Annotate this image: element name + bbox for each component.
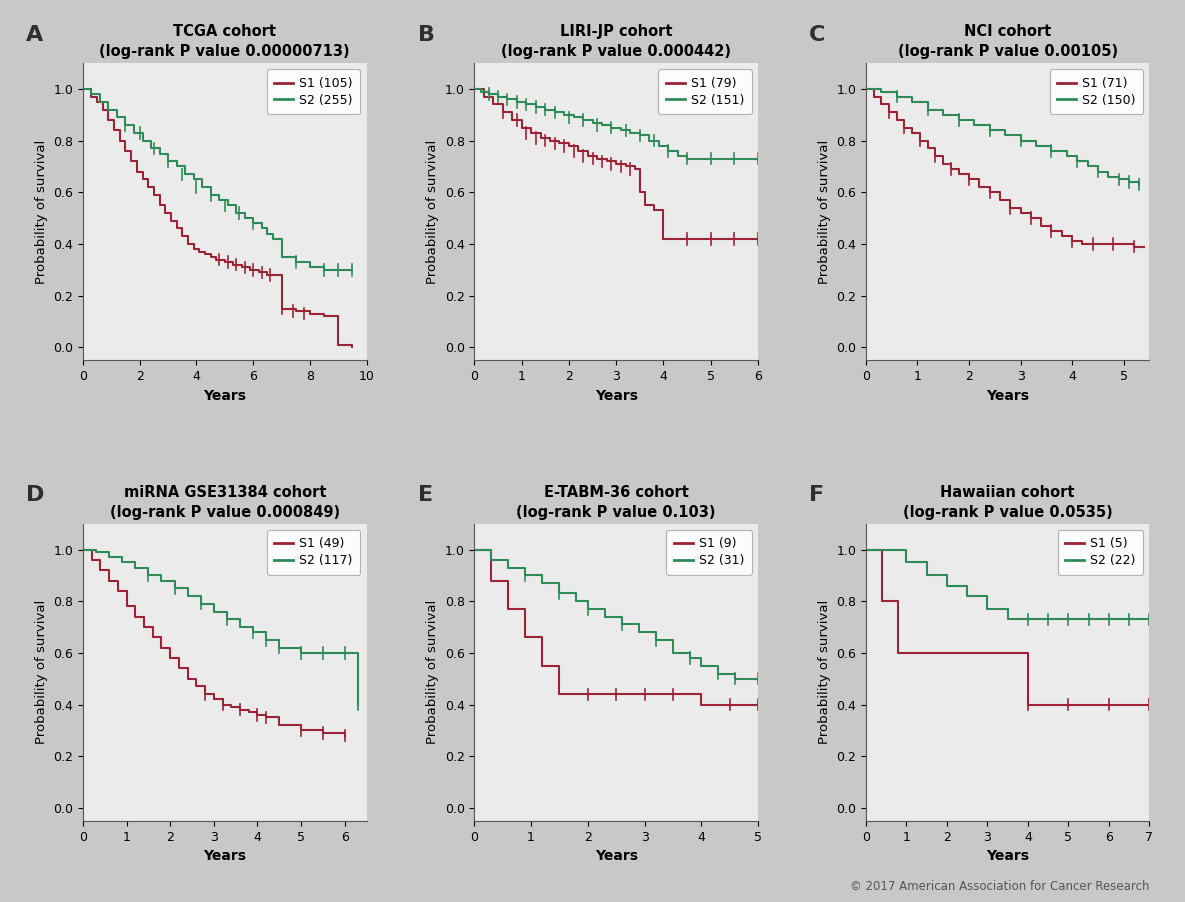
Legend: S1 (79), S2 (151): S1 (79), S2 (151) [659, 69, 751, 115]
X-axis label: Years: Years [986, 389, 1029, 402]
X-axis label: Years: Years [204, 389, 246, 402]
Text: B: B [417, 24, 435, 44]
Title: TCGA cohort
(log-rank P value 0.00000713): TCGA cohort (log-rank P value 0.00000713… [100, 24, 350, 60]
Y-axis label: Probability of survival: Probability of survival [34, 140, 47, 284]
Legend: S1 (49), S2 (117): S1 (49), S2 (117) [267, 530, 360, 575]
X-axis label: Years: Years [204, 849, 246, 863]
Text: A: A [26, 24, 44, 44]
Text: E: E [417, 485, 433, 505]
Y-axis label: Probability of survival: Probability of survival [427, 600, 440, 744]
X-axis label: Years: Years [595, 849, 638, 863]
X-axis label: Years: Years [595, 389, 638, 402]
Legend: S1 (9), S2 (31): S1 (9), S2 (31) [666, 530, 751, 575]
X-axis label: Years: Years [986, 849, 1029, 863]
Text: F: F [809, 485, 825, 505]
Text: D: D [26, 485, 45, 505]
Title: miRNA GSE31384 cohort
(log-rank P value 0.000849): miRNA GSE31384 cohort (log-rank P value … [110, 485, 340, 520]
Title: E-TABM-36 cohort
(log-rank P value 0.103): E-TABM-36 cohort (log-rank P value 0.103… [517, 485, 716, 520]
Legend: S1 (105), S2 (255): S1 (105), S2 (255) [267, 69, 360, 115]
Title: NCI cohort
(log-rank P value 0.00105): NCI cohort (log-rank P value 0.00105) [897, 24, 1117, 60]
Legend: S1 (5), S2 (22): S1 (5), S2 (22) [1058, 530, 1144, 575]
Legend: S1 (71), S2 (150): S1 (71), S2 (150) [1050, 69, 1144, 115]
Title: LIRI-JP cohort
(log-rank P value 0.000442): LIRI-JP cohort (log-rank P value 0.00044… [501, 24, 731, 60]
Y-axis label: Probability of survival: Probability of survival [34, 600, 47, 744]
Y-axis label: Probability of survival: Probability of survival [427, 140, 440, 284]
Text: © 2017 American Association for Cancer Research: © 2017 American Association for Cancer R… [850, 880, 1149, 893]
Y-axis label: Probability of survival: Probability of survival [818, 600, 831, 744]
Title: Hawaiian cohort
(log-rank P value 0.0535): Hawaiian cohort (log-rank P value 0.0535… [903, 485, 1113, 520]
Text: C: C [809, 24, 826, 44]
Y-axis label: Probability of survival: Probability of survival [818, 140, 831, 284]
